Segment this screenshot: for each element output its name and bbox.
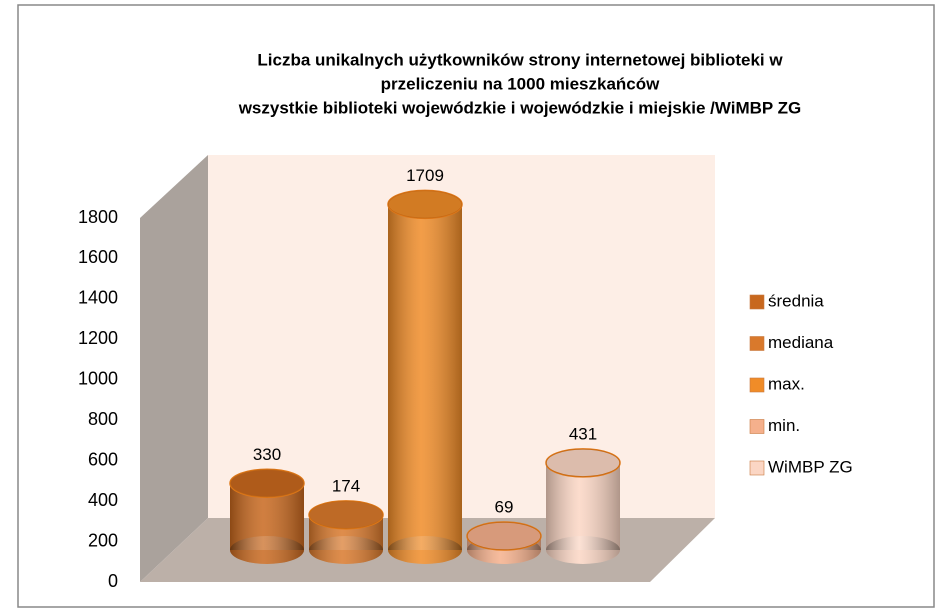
y-tick-label: 400 — [88, 490, 118, 510]
chart-title: wszystkie biblioteki wojewódzkie i wojew… — [238, 98, 802, 117]
legend-label: max. — [768, 374, 805, 393]
legend-swatch — [749, 460, 765, 476]
value-label: 431 — [569, 424, 597, 443]
cylinder-top-tint — [230, 469, 304, 498]
y-tick-label: 1000 — [78, 369, 118, 389]
legend-label: WiMBP ZG — [768, 457, 853, 476]
legend-swatch — [749, 336, 765, 351]
cylinder — [229, 468, 305, 564]
y-tick-label: 600 — [88, 449, 118, 469]
legend-swatch — [749, 377, 765, 393]
cylinder — [545, 448, 621, 564]
y-tick-label: 1600 — [78, 247, 118, 267]
cylinder-top-tint — [546, 448, 620, 477]
legend-label: średnia — [768, 291, 824, 310]
legend-label: mediana — [768, 333, 834, 352]
y-tick-label: 1400 — [78, 288, 118, 308]
cylinder-top — [466, 521, 542, 551]
side-wall — [140, 155, 208, 582]
cylinder-top-tint — [388, 190, 462, 219]
cylinder-top-tint — [467, 522, 541, 551]
cylinder-top — [308, 500, 384, 530]
value-label: 69 — [495, 498, 514, 517]
cylinder-top-tint — [309, 500, 383, 529]
legend-swatch — [749, 419, 765, 434]
legend-label: min. — [768, 416, 800, 435]
cylinder-top — [387, 189, 463, 220]
value-label: 1709 — [406, 166, 444, 185]
value-label: 174 — [332, 476, 360, 495]
chart-title: przeliczeniu na 1000 mieszkańców — [381, 74, 661, 93]
cylinder — [387, 189, 463, 564]
y-tick-label: 200 — [88, 530, 118, 550]
y-tick-label: 800 — [88, 409, 118, 429]
y-tick-label: 1800 — [78, 207, 118, 227]
cylinder-top — [229, 468, 305, 499]
legend-swatch — [749, 294, 765, 310]
cylinder-top — [545, 448, 621, 478]
cylinder-shade — [388, 204, 462, 550]
y-tick-label: 1200 — [78, 328, 118, 348]
y-tick-label: 0 — [108, 571, 118, 591]
chart-title: Liczba unikalnych użytkowników strony in… — [257, 50, 783, 69]
cylinder — [308, 500, 384, 564]
value-label: 330 — [253, 445, 281, 464]
cylinder — [466, 521, 542, 564]
